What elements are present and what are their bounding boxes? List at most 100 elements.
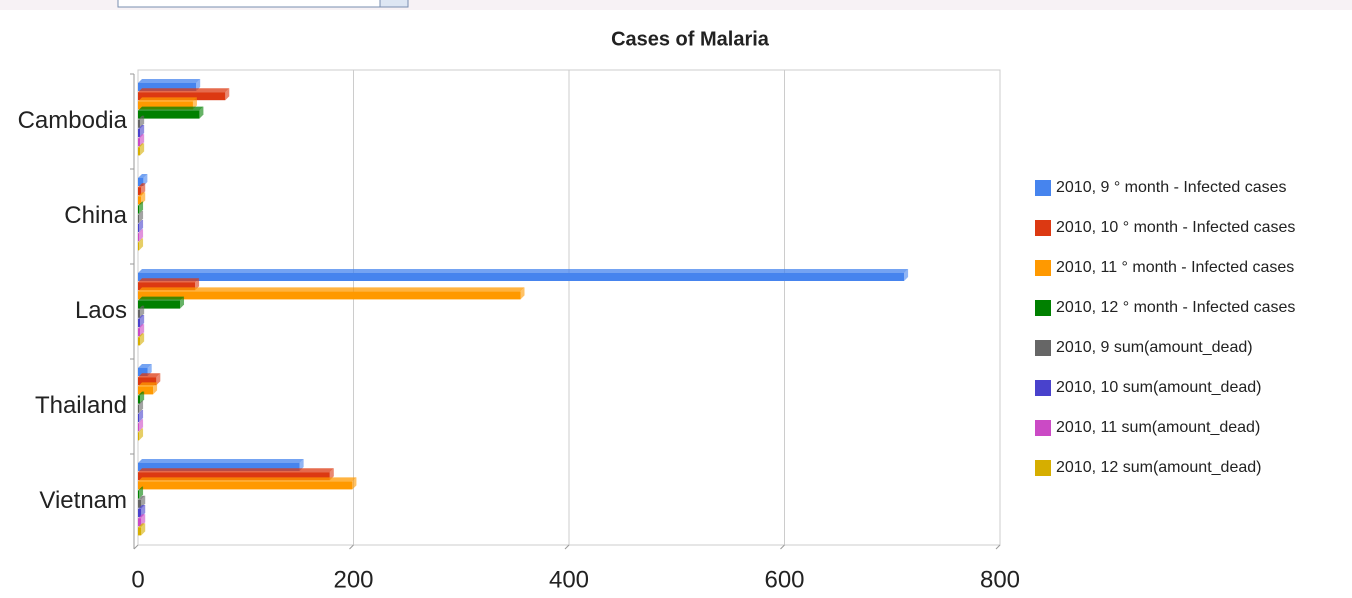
legend-label: 2010, 12 ° month - Infected cases	[1056, 299, 1295, 316]
bar-top	[138, 125, 145, 129]
bar-side	[143, 174, 148, 186]
legend-swatch	[1035, 460, 1051, 476]
legend-swatch	[1035, 340, 1051, 356]
bar-top	[138, 364, 152, 368]
dropdown[interactable]	[117, 0, 381, 8]
bar-top	[138, 495, 146, 500]
bar-top	[138, 428, 144, 433]
bar	[138, 178, 144, 186]
legend-swatch	[1035, 300, 1051, 316]
bar	[138, 138, 141, 147]
bar-side	[147, 364, 152, 376]
bar	[138, 377, 157, 386]
tick-mark	[349, 544, 354, 550]
bar	[138, 110, 200, 119]
bar-top	[138, 333, 145, 338]
bar	[138, 328, 141, 337]
bar-top	[138, 269, 909, 273]
bar-top	[138, 410, 144, 414]
bar-side	[139, 486, 144, 499]
bar-top	[138, 373, 161, 378]
x-tick-label: 800	[980, 566, 1020, 593]
bar-top	[138, 210, 144, 215]
bar-top	[138, 523, 146, 528]
bar-side	[139, 220, 144, 232]
bar	[138, 463, 300, 471]
bar-top	[138, 88, 230, 93]
bar-top	[138, 477, 357, 482]
tick-mark	[564, 544, 570, 550]
bar-top	[138, 400, 144, 405]
chart-title: Cases of Malaria	[611, 28, 770, 50]
bar-top	[138, 391, 145, 396]
bar	[138, 509, 142, 517]
bar-side	[139, 229, 144, 242]
bar	[138, 129, 141, 137]
bar-top	[138, 459, 304, 463]
bar-side	[140, 315, 145, 327]
bar-side	[139, 428, 144, 441]
bar-side	[299, 459, 304, 471]
bar-top	[138, 97, 197, 102]
bar	[138, 414, 140, 422]
bar-side	[141, 495, 146, 508]
bar-top	[138, 296, 185, 301]
bar-side	[140, 125, 145, 137]
bar-top	[138, 115, 145, 120]
bar-side	[140, 134, 145, 147]
bar-top	[138, 486, 144, 491]
bar-top	[138, 468, 334, 473]
bar-top	[138, 229, 144, 234]
legend-swatch	[1035, 380, 1051, 396]
bar-side	[329, 468, 334, 481]
legend-label: 2010, 10 sum(amount_dead)	[1056, 379, 1261, 396]
x-tick-label: 400	[549, 566, 589, 593]
bar	[138, 101, 193, 110]
bar	[138, 490, 140, 499]
bar-top	[138, 106, 204, 111]
bar	[138, 309, 141, 318]
bar-top	[138, 79, 201, 83]
bar-side	[140, 115, 145, 128]
bar-side	[139, 238, 144, 251]
bar-top	[138, 324, 145, 329]
bar	[138, 242, 140, 251]
bar-top	[138, 220, 144, 224]
bar-side	[199, 106, 204, 119]
bar-top	[138, 201, 144, 206]
bar-side	[192, 97, 197, 110]
bar	[138, 368, 148, 376]
bar	[138, 119, 141, 128]
bar	[138, 518, 142, 527]
y-tick-label: Vietnam	[39, 487, 127, 514]
bar-side	[156, 373, 161, 386]
bar-side	[180, 296, 185, 309]
bar-side	[140, 333, 145, 346]
bar-top	[138, 505, 146, 509]
bar-side	[195, 278, 200, 291]
top-strip	[0, 0, 1352, 10]
bar	[138, 273, 905, 281]
bar-side	[520, 287, 525, 300]
bar	[138, 472, 330, 481]
bar-side	[904, 269, 909, 281]
bar	[138, 214, 140, 223]
bar	[138, 224, 140, 232]
bar	[138, 527, 142, 536]
bar	[138, 499, 142, 508]
bar-top	[138, 174, 148, 178]
legend-swatch	[1035, 220, 1051, 236]
bar-side	[141, 183, 146, 196]
bar-top	[138, 192, 146, 197]
bar	[138, 196, 142, 205]
y-tick-label: Laos	[75, 297, 127, 324]
bar-side	[139, 419, 144, 432]
bar-side	[139, 210, 144, 223]
legend-label: 2010, 10 ° month - Infected cases	[1056, 219, 1295, 236]
tick-mark	[780, 544, 785, 550]
dropdown-button[interactable]	[379, 0, 409, 8]
bar	[138, 395, 141, 404]
bar	[138, 481, 353, 490]
